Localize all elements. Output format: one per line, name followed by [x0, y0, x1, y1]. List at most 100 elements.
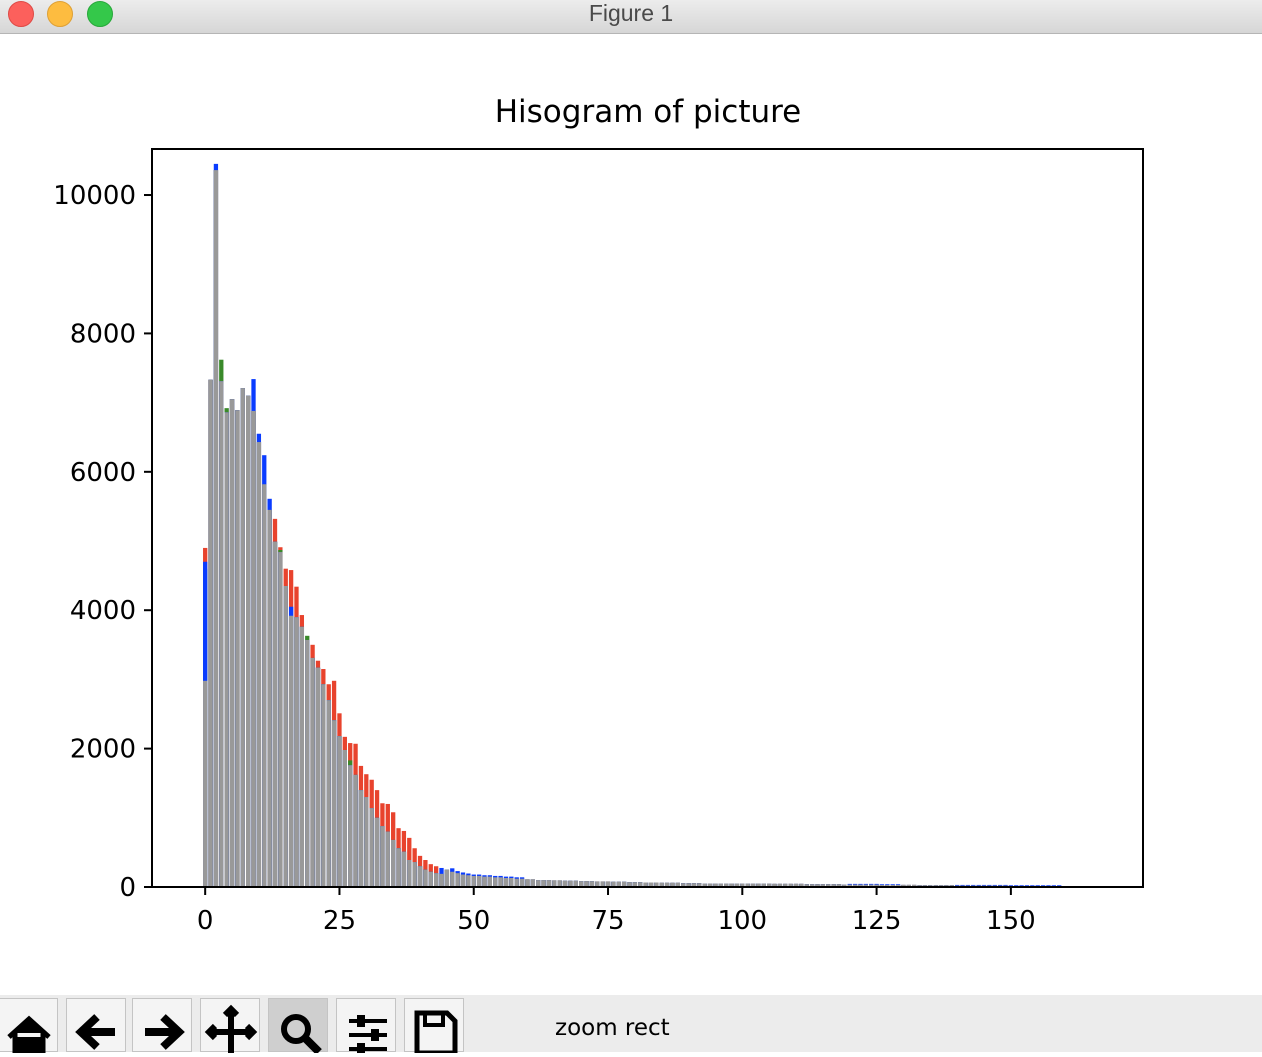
bar: [229, 399, 235, 887]
zoom-button[interactable]: [268, 998, 328, 1055]
bar: [627, 882, 632, 887]
bar: [466, 875, 471, 887]
bar: [777, 883, 783, 887]
bar: [272, 541, 278, 887]
bar: [412, 862, 417, 887]
bar: [514, 878, 519, 887]
bar: [713, 883, 718, 887]
bar: [460, 874, 466, 887]
y-tick-label: 4000: [70, 596, 136, 626]
x-tick-label: 100: [717, 906, 767, 936]
bar: [407, 860, 412, 887]
bar: [552, 880, 557, 887]
bar: [525, 879, 530, 887]
bar: [213, 170, 219, 888]
minimize-button[interactable]: [47, 1, 73, 27]
y-tick-label: 8000: [70, 319, 136, 349]
bar: [702, 883, 707, 887]
bar: [337, 736, 342, 887]
bar: [557, 880, 562, 887]
bar: [767, 883, 772, 887]
bar: [831, 884, 836, 887]
bar: [433, 873, 439, 887]
bar: [536, 880, 541, 887]
bar: [326, 700, 331, 887]
bar: [616, 881, 621, 887]
bar: [568, 880, 573, 887]
bar: [842, 884, 847, 887]
bar: [305, 639, 310, 887]
toolbar: zoom rect: [0, 995, 1262, 1056]
bar: [401, 851, 407, 887]
bar: [348, 765, 353, 887]
bar: [638, 882, 643, 887]
bar: [836, 884, 842, 887]
bar: [852, 884, 858, 887]
bar: [901, 884, 906, 887]
close-button[interactable]: [8, 1, 34, 27]
bar: [391, 839, 396, 887]
bar: [750, 883, 756, 887]
configure-button[interactable]: [336, 998, 396, 1053]
bar: [745, 883, 750, 887]
bar: [772, 883, 777, 887]
x-tick-label: 75: [591, 906, 624, 936]
bar: [611, 881, 616, 887]
bar: [809, 884, 815, 887]
bar: [487, 876, 493, 887]
bar: [503, 878, 509, 887]
bar: [826, 884, 831, 887]
y-tick-label: 6000: [70, 458, 136, 488]
plot-frame: [151, 148, 1144, 888]
forward-button[interactable]: [132, 998, 192, 1052]
x-tick-label: 50: [457, 906, 490, 936]
zoom-button[interactable]: [87, 1, 113, 27]
bar: [423, 869, 428, 887]
y-tick-label: 10000: [53, 181, 136, 211]
pan-button[interactable]: [200, 998, 260, 1053]
bar: [648, 882, 654, 887]
bar: [380, 826, 385, 887]
save-button[interactable]: [404, 998, 464, 1056]
bar: [203, 680, 208, 887]
bar: [369, 808, 374, 887]
bar: [374, 817, 380, 887]
bar: [546, 880, 552, 887]
bar: [353, 774, 358, 887]
bar: [331, 720, 337, 887]
bar: [321, 684, 326, 887]
bar: [804, 884, 809, 887]
bar: [444, 869, 450, 887]
status-text: zoom rect: [555, 1015, 670, 1041]
bar: [573, 880, 578, 887]
bar: [579, 881, 584, 887]
bar: [847, 884, 852, 887]
back-button[interactable]: [66, 998, 126, 1052]
title-bar: Figure 1: [0, 0, 1262, 34]
bar: [283, 585, 288, 887]
x-tick-label: 0: [197, 906, 214, 936]
bar: [885, 884, 890, 887]
bar: [863, 884, 868, 887]
bar: [874, 884, 879, 887]
bar: [756, 883, 761, 887]
bar: [476, 875, 482, 887]
x-tick-label: 25: [323, 906, 356, 936]
bar: [734, 883, 740, 887]
bar: [724, 883, 729, 887]
bar: [643, 882, 648, 887]
bar: [681, 883, 686, 887]
bar: [600, 881, 605, 887]
bar: [906, 884, 911, 887]
bar: [482, 876, 487, 887]
bar: [251, 410, 256, 887]
bar: [493, 877, 498, 887]
bar: [385, 831, 390, 887]
bar: [256, 442, 262, 887]
bar: [294, 617, 299, 887]
bar: [439, 873, 444, 887]
bar: [224, 412, 229, 887]
bar: [219, 381, 224, 887]
chart: Hisogram of picture 0 2000 4000 6000 8000 100…: [53, 94, 1144, 936]
home-button[interactable]: [0, 998, 58, 1056]
